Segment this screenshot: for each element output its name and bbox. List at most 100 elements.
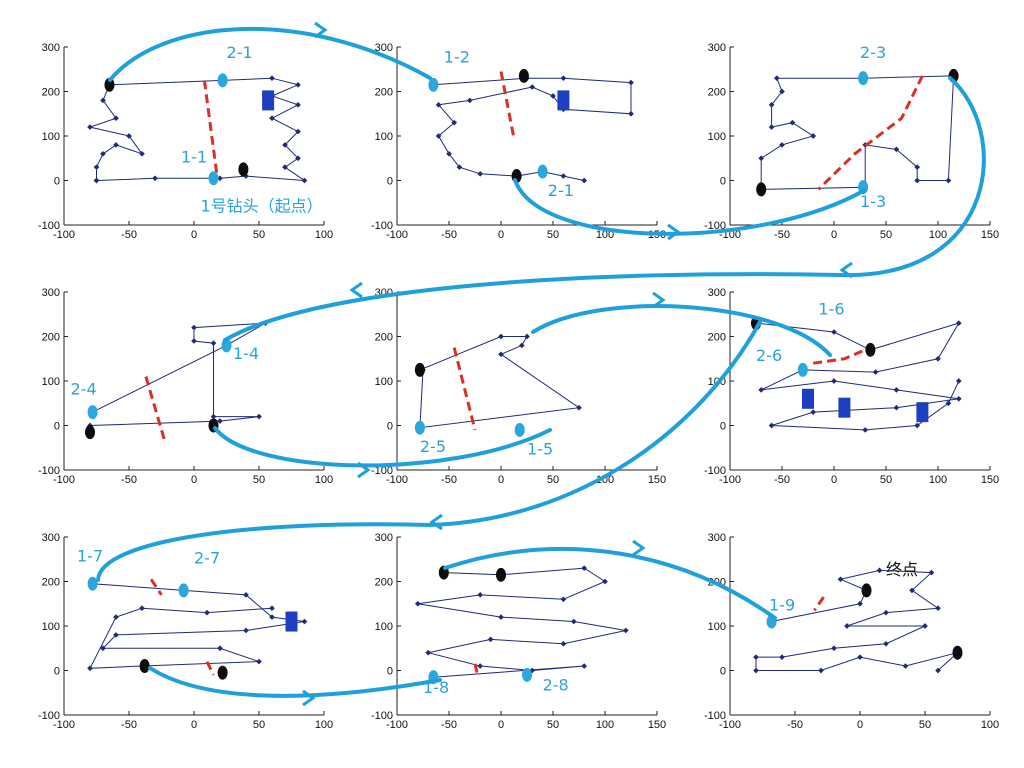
- route-node: [466, 97, 473, 104]
- route-node: [210, 340, 217, 347]
- route-node: [622, 627, 629, 634]
- x-tick-label: -100: [386, 474, 408, 486]
- route-node: [256, 658, 262, 665]
- x-tick-label: -100: [53, 474, 75, 486]
- y-tick-label: 300: [42, 42, 60, 54]
- y-tick-label: 200: [42, 332, 60, 344]
- y-tick-label: -100: [371, 465, 393, 477]
- black-node-marker: [104, 77, 115, 92]
- route-node: [87, 124, 93, 130]
- route-node: [955, 320, 962, 326]
- point-label: 1-1: [181, 148, 207, 167]
- drill-point-marker: [537, 164, 548, 179]
- y-tick-label: 0: [720, 421, 726, 433]
- y-tick-label: -100: [704, 220, 726, 232]
- y-tick-label: 200: [375, 87, 393, 99]
- route-node: [909, 587, 915, 594]
- route-node: [301, 618, 308, 625]
- dense-node-block: [838, 397, 851, 418]
- route-node: [837, 576, 844, 583]
- x-tick-label: 150: [981, 474, 999, 486]
- route-line: [89, 583, 305, 669]
- route-node: [498, 614, 504, 620]
- point-label: 1-6: [818, 299, 844, 318]
- red-dash: [812, 346, 871, 365]
- route-node: [139, 150, 145, 157]
- panel-4: -100 0 100 200 300 -100 -50 0 50 100 1-4 2-4: [38, 287, 333, 486]
- arrow-head: [357, 461, 371, 479]
- point-label: 终点: [886, 560, 918, 579]
- x-tick-label: 50: [547, 474, 559, 486]
- x-tick-label: -50: [774, 229, 790, 241]
- y-tick-label: 0: [720, 176, 726, 188]
- drill-point-marker: [178, 583, 189, 598]
- route-node: [945, 177, 952, 184]
- route-node: [831, 645, 837, 652]
- route-node: [876, 567, 883, 574]
- route-node: [217, 418, 223, 424]
- route-node: [152, 175, 158, 182]
- dense-node-block: [916, 402, 929, 423]
- point-label: 2-8: [543, 676, 569, 695]
- panel-1: -100 0 100 200 300 -100 -50 0 50 100 2-1 1-1 1号钻头（起点…: [38, 42, 333, 241]
- route-node: [282, 164, 288, 170]
- drill-point-marker: [221, 338, 232, 353]
- route-node: [810, 133, 817, 139]
- flow-arrow: [443, 547, 777, 620]
- route-node: [435, 133, 442, 139]
- y-tick-label: 100: [375, 621, 393, 633]
- x-tick-label: 0: [498, 719, 504, 731]
- x-tick-label: 50: [547, 719, 559, 731]
- route-node: [576, 404, 582, 411]
- route-node: [893, 404, 900, 411]
- x-tick-label: -100: [719, 719, 741, 731]
- point-label: 2-6: [756, 346, 782, 365]
- route-node: [295, 81, 301, 88]
- y-tick-label: 200: [375, 332, 393, 344]
- route-node: [477, 170, 484, 177]
- connector-arrows: [96, 21, 986, 707]
- route-node: [893, 146, 900, 153]
- route-node: [773, 75, 780, 81]
- route-node: [518, 342, 525, 349]
- y-tick-label: 100: [708, 131, 726, 143]
- y-tick-label: 300: [708, 532, 726, 544]
- point-label: 2-3: [860, 43, 886, 62]
- route-line: [417, 567, 626, 678]
- x-tick-label: 50: [880, 474, 892, 486]
- y-tick-label: 100: [375, 376, 393, 388]
- y-tick-label: -100: [371, 710, 393, 722]
- y-tick-label: 200: [42, 577, 60, 589]
- x-tick-label: -50: [121, 719, 137, 731]
- route-node: [753, 667, 759, 674]
- x-tick-label: 100: [315, 719, 333, 731]
- x-tick-label: 0: [831, 474, 837, 486]
- route-node: [872, 369, 879, 375]
- x-tick-label: 50: [547, 229, 559, 241]
- route-node: [269, 614, 275, 620]
- dense-node-block: [557, 90, 570, 111]
- route-node: [113, 142, 119, 148]
- arrow-head: [349, 281, 363, 299]
- y-tick-label: 0: [387, 176, 393, 188]
- route-line: [760, 75, 955, 190]
- point-label: 2-7: [194, 549, 220, 568]
- route-node: [914, 164, 921, 170]
- route-node: [529, 84, 536, 90]
- route-node: [844, 623, 850, 629]
- route-node: [451, 119, 458, 126]
- route-node: [831, 378, 837, 384]
- route-node: [524, 333, 530, 340]
- black-node-marker: [496, 567, 506, 582]
- drill-point-marker: [87, 576, 98, 591]
- x-tick-label: -50: [121, 474, 137, 486]
- y-tick-label: 300: [708, 287, 726, 299]
- route-node: [446, 150, 452, 157]
- route-node: [560, 640, 567, 647]
- x-tick-label: 150: [648, 474, 666, 486]
- x-tick-label: 0: [831, 229, 837, 241]
- route-node: [93, 177, 100, 184]
